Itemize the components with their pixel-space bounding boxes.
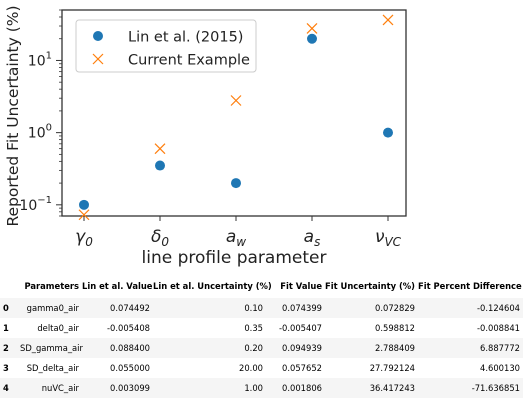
y-tick-label: 101 <box>28 50 52 69</box>
legend-marker-current <box>92 53 104 65</box>
point-lin-et-al <box>79 199 89 210</box>
table-cell: gamma0_air <box>20 298 82 318</box>
row-index: 3 <box>3 363 9 373</box>
table-cell: 0.003099 <box>82 378 153 398</box>
table-cell: SD_delta_air <box>26 363 79 373</box>
column-header: Lin et al. Value <box>82 281 153 291</box>
table-cell: 0.35 <box>244 323 263 333</box>
table-cell: 0.057652 <box>282 363 322 373</box>
results-table: Parameters Lin et al. Value Lin et al. Unc… <box>0 274 523 398</box>
column-header: Fit Value <box>280 281 322 291</box>
x-tick-label: νVC <box>375 227 402 249</box>
point-lin-et-al <box>231 178 241 189</box>
legend-label-current: Current Example <box>128 53 250 69</box>
table-cell: 0.20 <box>153 338 266 358</box>
table-cell: -71.636851 <box>418 378 523 398</box>
x-axis-ticks: γ0 δ0 aw as νVC <box>75 216 402 249</box>
series-current-example <box>78 14 394 221</box>
table-cell: 4.600130 <box>480 363 520 373</box>
table-cell: 0.074492 <box>82 298 153 318</box>
row-index: 0 <box>0 298 20 318</box>
y-axis-ticks: 10−1 100 101 <box>19 9 62 217</box>
x-tick-label: δ0 <box>151 227 169 249</box>
column-header: Fit Uncertainty (%) <box>325 281 415 291</box>
table-cell: 0.10 <box>153 298 266 318</box>
point-current-example <box>306 22 318 34</box>
x-tick-label: γ0 <box>75 227 93 249</box>
row-index: 1 <box>3 323 9 333</box>
table-cell: 0.088400 <box>82 338 153 358</box>
scatter-chart: 10−1 100 101 γ0 δ0 aw as νVC line profile para… <box>4 5 407 268</box>
point-lin-et-al <box>307 33 317 44</box>
table-cell: 2.788409 <box>325 338 418 358</box>
x-tick-label: aw <box>226 227 246 249</box>
table-cell: 0.074399 <box>266 298 325 318</box>
table-cell: 27.792124 <box>369 363 415 373</box>
point-current-example <box>78 209 90 221</box>
table-cell: -0.005407 <box>279 323 322 333</box>
column-header: Lin et al. Uncertainty (%) <box>153 281 272 291</box>
x-tick-label: as <box>304 227 321 249</box>
table-cell: 0.072829 <box>325 298 418 318</box>
legend-label-lin: Lin et al. (2015) <box>128 30 243 46</box>
table-cell: 6.887772 <box>418 338 523 358</box>
y-tick-label: 100 <box>28 123 52 142</box>
point-current-example <box>154 143 166 155</box>
table-cell: 0.598812 <box>375 323 415 333</box>
table-cell: 36.417243 <box>325 378 418 398</box>
table-header-row: Parameters Lin et al. Value Lin et al. Unc… <box>0 274 523 298</box>
y-tick-label: 10−1 <box>19 195 52 214</box>
table-row: 0 gamma0_air 0.074492 0.10 0.074399 0.072829-… <box>0 298 523 318</box>
table-cell: 0.055000 <box>110 363 150 373</box>
table-cell: -0.005408 <box>107 323 150 333</box>
table-cell: nuVC_air <box>20 378 82 398</box>
legend-marker-lin <box>93 31 103 41</box>
table-cell: delta0_air <box>37 323 79 333</box>
legend: Lin et al. (2015) Current Example <box>75 19 257 73</box>
point-current-example <box>382 14 394 26</box>
table-row: 3 SD_delta_air 0.055000 20.00 0.057652 27.792… <box>0 358 523 378</box>
row-index: 4 <box>0 378 20 398</box>
legend-box <box>75 19 257 73</box>
table-cell: 0.001806 <box>266 378 325 398</box>
column-header <box>0 274 20 298</box>
column-header: Parameters <box>24 281 79 291</box>
point-lin-et-al <box>155 160 165 171</box>
point-lin-et-al <box>383 127 393 138</box>
table-cell: -0.124604 <box>418 298 523 318</box>
x-axis-label: line profile parameter <box>142 248 327 268</box>
table-cell: 0.094939 <box>266 338 325 358</box>
point-current-example <box>230 95 242 106</box>
y-axis-label: Reported Fit Uncertainty (%) <box>4 5 22 226</box>
table-row: 1 delta0_air -0.005408 0.35 -0.005407 0.59881… <box>0 318 523 338</box>
table-row: 2 SD_gamma_air 0.088400 0.20 0.094939 2.78840… <box>0 338 523 358</box>
results-table-container: Parameters Lin et al. Value Lin et al. Unc… <box>0 274 523 398</box>
table-body: 0 gamma0_air 0.074492 0.10 0.074399 0.072829-… <box>0 298 523 398</box>
row-index: 2 <box>0 338 20 358</box>
table-row: 4 nuVC_air 0.003099 1.00 0.001806 36.417243 -7… <box>0 378 523 398</box>
table-cell: 1.00 <box>153 378 266 398</box>
series-lin-et-al <box>79 33 393 210</box>
table-cell: 20.00 <box>239 363 263 373</box>
table-cell: -0.008841 <box>477 323 520 333</box>
table-cell: SD_gamma_air <box>20 338 83 358</box>
column-header: Fit Percent Difference (%) <box>418 281 523 291</box>
